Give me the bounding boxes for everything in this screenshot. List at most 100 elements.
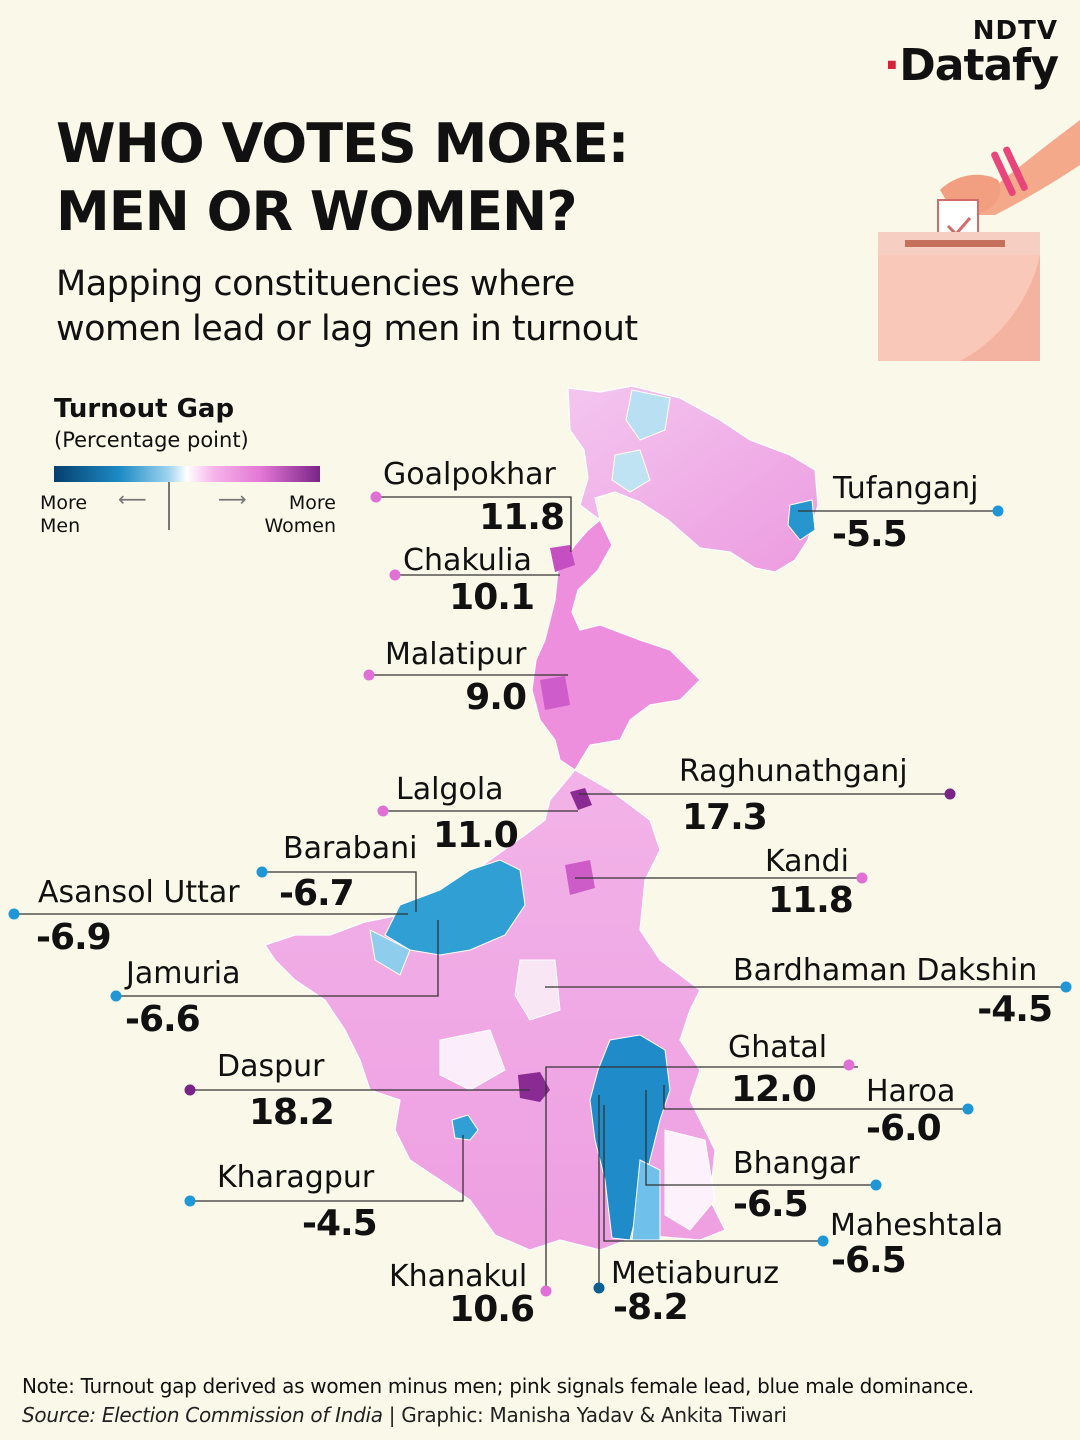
label-kandi: Kandi [765, 844, 849, 879]
leader-line-khanakul [545, 1066, 858, 1291]
label-maheshtala: Maheshtala [830, 1208, 1004, 1243]
value-raghunathganj: 17.3 [682, 797, 768, 838]
label-malatipur: Malatipur [385, 637, 527, 672]
legend-more-women: More Women [248, 492, 336, 538]
value-metiaburuz: -8.2 [613, 1287, 689, 1328]
leader-dot-haroa [962, 1103, 974, 1115]
label-haroa: Haroa [866, 1074, 956, 1109]
leader-line-jamuria [116, 920, 439, 997]
map-kharagpur-blue [451, 1114, 479, 1141]
leader-line-maheshtala [603, 1105, 823, 1242]
map-corridor [531, 519, 701, 771]
value-barabani: -6.7 [279, 873, 355, 914]
value-chakulia: 10.1 [449, 577, 535, 618]
leader-dot-goalpokhar [370, 491, 382, 503]
value-lalgola: 11.0 [433, 815, 519, 856]
leader-dot-barabani [256, 866, 268, 878]
subtitle-line-2: women lead or lag men in turnout [56, 309, 638, 349]
leader-line-barabani [262, 871, 417, 912]
leader-line-goalpokhar [376, 496, 572, 552]
map-neutral-patch-2 [514, 959, 561, 1021]
source-label: Source: Election Commission of India [22, 1403, 383, 1427]
leader-dot-kharagpur [184, 1195, 196, 1207]
title-line-1: WHO VOTES MORE: [56, 112, 629, 175]
value-ghatal: 12.0 [731, 1069, 817, 1110]
leader-dot-bhangar [870, 1179, 882, 1191]
label-lalgola: Lalgola [396, 772, 504, 807]
leader-dot-raghunathganj [944, 788, 956, 800]
map-daspur-purple [518, 1072, 550, 1102]
leader-dot-khanakul [540, 1285, 552, 1297]
leader-dot-bardhaman-dakshin [1060, 981, 1072, 993]
leader-line-kharagpur [190, 1135, 464, 1202]
leader-dot-maheshtala [817, 1235, 829, 1247]
label-kharagpur: Kharagpur [217, 1160, 375, 1195]
map-north-region [567, 385, 819, 573]
label-chakulia: Chakulia [403, 543, 532, 578]
leader-dot-jamuria [110, 990, 122, 1002]
legend-more-men-line1: More [40, 492, 88, 514]
label-bhangar: Bhangar [733, 1146, 860, 1181]
label-bardhaman-dakshin: Bardhaman Dakshin [733, 953, 1038, 988]
map-goalpokhar-purple [550, 545, 575, 572]
value-haroa: -6.0 [866, 1108, 942, 1149]
subtitle-line-1: Mapping constituencies where [56, 264, 575, 304]
value-daspur: 18.2 [249, 1092, 335, 1133]
leader-dot-ghatal [843, 1059, 855, 1071]
label-goalpokhar: Goalpokhar [383, 457, 556, 492]
legend-more-men-line2: Men [40, 515, 81, 537]
value-bhangar: -6.5 [733, 1184, 809, 1225]
brand-name: Datafy [899, 40, 1059, 91]
label-khanakul: Khanakul [389, 1259, 528, 1294]
leader-dot-metiaburuz [593, 1282, 605, 1294]
label-metiaburuz: Metiaburuz [611, 1256, 779, 1291]
map-west-lightblue [369, 929, 411, 976]
legend-unit: (Percentage point) [54, 428, 249, 452]
label-ghatal: Ghatal [728, 1030, 828, 1065]
value-malatipur: 9.0 [465, 677, 527, 718]
value-kandi: 11.8 [768, 880, 854, 921]
leader-line-haroa [663, 1085, 968, 1110]
brand-logo: NDTV ·Datafy [883, 16, 1059, 91]
brand-main: ·Datafy [883, 40, 1059, 91]
leader-dot-kandi [856, 872, 868, 884]
label-daspur: Daspur [217, 1049, 325, 1084]
map-south-lightblue [631, 1159, 661, 1241]
brand-top: NDTV [972, 16, 1058, 46]
label-jamuria: Jamuria [126, 956, 241, 991]
credit-text: | Graphic: Manisha Yadav & Ankita Tiwari [382, 1403, 787, 1427]
value-tufanganj: -5.5 [832, 514, 908, 555]
legend-title: Turnout Gap [54, 394, 235, 424]
value-kharagpur: -4.5 [302, 1203, 378, 1244]
leader-dot-daspur [184, 1084, 196, 1096]
map-neutral-patch-3 [664, 1129, 716, 1231]
label-raghunathganj: Raghunathganj [679, 754, 908, 789]
title-line-2: MEN OR WOMEN? [56, 180, 578, 243]
map-tufanganj-blue [787, 499, 816, 541]
leader-line-bhangar [645, 1090, 876, 1186]
arrow-right-icon: ⟶ [218, 487, 247, 511]
label-asansol-uttar: Asansol Uttar [38, 875, 240, 910]
legend-more-men: More Men [40, 492, 87, 538]
leader-dot-tufanganj [992, 505, 1004, 517]
value-bardhaman-dakshin: -4.5 [977, 989, 1053, 1030]
label-tufanganj: Tufanganj [833, 471, 979, 506]
map-malatipur-purple [540, 676, 570, 710]
value-goalpokhar: 11.8 [479, 497, 565, 538]
legend-more-women-line1: More [288, 492, 336, 514]
subtitle: Mapping constituencies where women lead … [56, 262, 638, 352]
footer-note: Note: Turnout gap derived as women minus… [22, 1374, 974, 1398]
value-jamuria: -6.6 [125, 999, 201, 1040]
page-title: WHO VOTES MORE: MEN OR WOMEN? [56, 110, 629, 246]
arrow-left-icon: ⟵ [118, 487, 147, 511]
leader-dot-chakulia [389, 569, 401, 581]
map-north-lightblue-2 [611, 449, 651, 493]
value-asansol-uttar: -6.9 [36, 917, 112, 958]
legend-color-scale [54, 466, 320, 482]
footer-source: Source: Election Commission of India | G… [22, 1403, 787, 1427]
leader-dot-malatipur [363, 669, 375, 681]
label-barabani: Barabani [283, 831, 418, 866]
value-maheshtala: -6.5 [831, 1240, 907, 1281]
